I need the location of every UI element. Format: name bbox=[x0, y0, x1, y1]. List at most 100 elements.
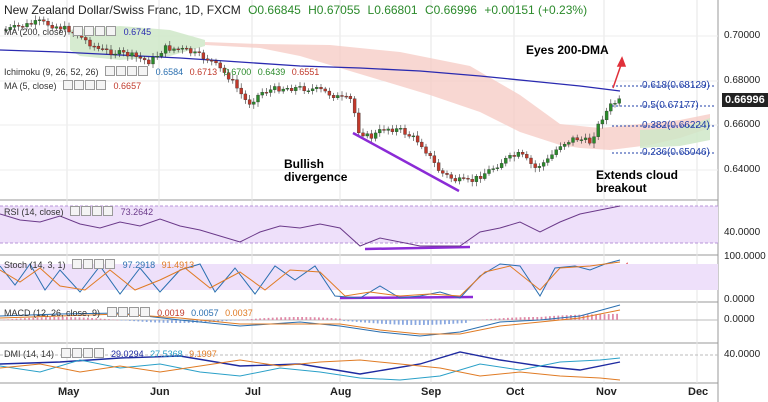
ichimoku-legend[interactable]: Ichimoku (9, 26, 52, 26) 0.6584 0.6713 0… bbox=[4, 66, 323, 77]
candle-body bbox=[378, 129, 382, 134]
macd-bar bbox=[435, 320, 438, 325]
indicator-controls[interactable] bbox=[72, 259, 116, 270]
candle-body bbox=[302, 86, 306, 92]
macd-legend[interactable]: MACD (12, 26, close, 9) 0.0019 0.0057 0.… bbox=[4, 307, 257, 318]
candle-body bbox=[273, 86, 277, 90]
macd-bar bbox=[99, 318, 102, 320]
candle-body bbox=[546, 158, 550, 163]
macd-bar bbox=[599, 314, 602, 320]
stoch-legend[interactable]: Stoch (14, 3, 1) 97.2918 91.4913 bbox=[4, 259, 198, 270]
candle-body bbox=[214, 60, 218, 64]
annotation-line-1: Bullish bbox=[284, 157, 325, 171]
macd-bar bbox=[591, 314, 593, 320]
candle-body bbox=[252, 101, 256, 105]
macd-bar bbox=[486, 319, 488, 320]
candle-body bbox=[604, 110, 609, 121]
macd-bar bbox=[19, 318, 22, 320]
macd-bar bbox=[381, 320, 383, 324]
macd-histogram bbox=[3, 313, 618, 325]
macd-axis-label: 0.0000 bbox=[724, 314, 755, 325]
dmi-legend[interactable]: DMI (14, 14) 29.0294 27.5368 9.1997 bbox=[4, 348, 221, 359]
candle-body bbox=[588, 137, 592, 144]
ichimoku-cloud-bearish bbox=[205, 42, 710, 150]
macd-bar bbox=[427, 320, 429, 325]
macd-bar bbox=[187, 320, 190, 323]
macd-bar bbox=[288, 317, 291, 320]
candle-body bbox=[33, 20, 38, 25]
macd-bar bbox=[540, 316, 543, 320]
macd-bar bbox=[70, 317, 72, 320]
macd-value-1: 0.0019 bbox=[157, 308, 185, 318]
rsi-axis-label: 40.0000 bbox=[724, 227, 761, 238]
ichimoku-label: Ichimoku (9, 26, 52, 26) bbox=[4, 67, 99, 77]
candle-body bbox=[189, 48, 193, 54]
indicator-controls[interactable] bbox=[106, 307, 151, 318]
macd-bar bbox=[574, 314, 576, 320]
macd-bar bbox=[536, 317, 539, 320]
candle-body bbox=[163, 45, 168, 54]
macd-bar bbox=[15, 318, 18, 320]
ichimoku-value-1: 0.6584 bbox=[155, 67, 184, 77]
x-axis-label: Dec bbox=[688, 386, 709, 398]
macd-bar bbox=[91, 318, 93, 320]
macd-bar bbox=[318, 317, 320, 320]
candle-body bbox=[348, 96, 353, 99]
macd-bar bbox=[74, 317, 77, 320]
macd-bar bbox=[175, 320, 177, 323]
ma200-legend[interactable]: MA (200, close) 0.6745 bbox=[4, 26, 155, 37]
candle-body bbox=[344, 95, 348, 98]
macd-bar bbox=[82, 317, 85, 320]
indicator-controls[interactable] bbox=[63, 80, 107, 91]
rsi-legend[interactable]: RSI (14, close) 73.2642 bbox=[4, 206, 157, 217]
macd-bar bbox=[234, 320, 236, 321]
dmi-minus-line bbox=[0, 359, 621, 381]
macd-bar bbox=[507, 317, 509, 320]
macd-bar bbox=[36, 317, 39, 320]
candle-body bbox=[512, 155, 516, 157]
candle-body bbox=[415, 135, 420, 143]
candle-body bbox=[205, 58, 210, 61]
macd-bar bbox=[129, 320, 131, 321]
macd-bar bbox=[267, 317, 270, 320]
candle-body bbox=[100, 48, 105, 50]
candle-body bbox=[117, 50, 122, 55]
annotation-line-2: divergence bbox=[284, 170, 348, 184]
macd-bar bbox=[32, 317, 35, 320]
candle-body bbox=[592, 136, 596, 144]
candle-body bbox=[613, 103, 617, 105]
x-axis-label: Sep bbox=[421, 386, 442, 398]
candle-body bbox=[449, 174, 453, 179]
indicator-controls[interactable] bbox=[70, 206, 114, 217]
macd-bar bbox=[452, 320, 455, 324]
macd-bar bbox=[179, 320, 182, 323]
macd-bar bbox=[276, 317, 278, 320]
indicator-controls[interactable] bbox=[60, 348, 105, 359]
candle-body bbox=[222, 67, 227, 73]
candle-body bbox=[235, 79, 239, 89]
macd-bar bbox=[586, 314, 589, 320]
candle-body bbox=[327, 90, 332, 96]
macd-bar bbox=[225, 320, 228, 321]
indicator-controls[interactable] bbox=[73, 26, 117, 37]
macd-bar bbox=[490, 318, 492, 320]
candle-body bbox=[525, 154, 529, 159]
candle-body bbox=[420, 141, 424, 148]
candle-body bbox=[92, 45, 96, 48]
macd-bar bbox=[263, 318, 266, 320]
chart-header: New Zealand Dollar/Swiss Franc, 1D, FXCM… bbox=[4, 3, 591, 17]
x-axis-label: Oct bbox=[506, 386, 525, 398]
candle-body bbox=[151, 56, 155, 65]
macd-bar bbox=[40, 317, 43, 320]
candle-body bbox=[63, 25, 67, 30]
indicator-controls[interactable] bbox=[105, 66, 149, 77]
ma5-legend[interactable]: MA (5, close) 0.6657 bbox=[4, 80, 145, 91]
candle-body bbox=[617, 98, 621, 104]
macd-bar bbox=[313, 317, 316, 320]
macd-bar bbox=[343, 320, 345, 321]
candle-body bbox=[562, 144, 567, 147]
candle-body bbox=[231, 79, 235, 81]
macd-bar bbox=[607, 314, 610, 320]
fib-label-618: 0.618(0.68129) bbox=[642, 80, 710, 91]
candle-body bbox=[210, 60, 214, 62]
candle-body bbox=[365, 133, 369, 137]
